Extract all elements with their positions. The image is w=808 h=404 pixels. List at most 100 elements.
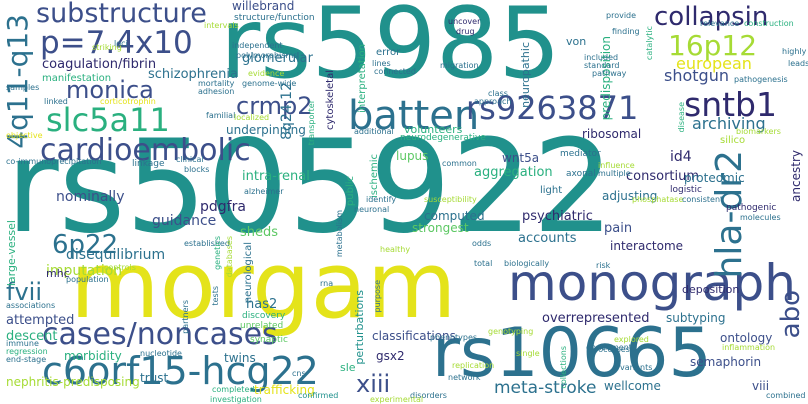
word: completed — [212, 385, 255, 394]
word: intra-renal — [242, 169, 310, 184]
word: immune — [6, 339, 39, 348]
word: aggregation — [474, 165, 553, 180]
word: predisposition — [599, 36, 613, 121]
word: c6orf15-hcg22 — [42, 349, 319, 393]
word: provide — [606, 11, 637, 20]
word: large-vessel — [5, 220, 18, 287]
word: interactome — [610, 239, 684, 253]
word: drug — [456, 27, 475, 36]
word: cases/noncases — [42, 317, 278, 352]
word: ontology — [720, 331, 773, 345]
word: crmp2 — [236, 92, 313, 120]
word: adjusting — [602, 189, 658, 203]
word: descent — [6, 329, 58, 344]
word: proteomic — [684, 171, 745, 185]
word: construction — [744, 19, 794, 28]
word: logistic — [670, 185, 702, 195]
word: connected — [374, 67, 416, 76]
word: trafficking — [254, 383, 315, 397]
word: co-immunoprecipitation — [6, 157, 102, 166]
word: common — [442, 159, 477, 168]
word: explored — [614, 335, 649, 344]
word: viii — [752, 379, 770, 393]
word: tests — [211, 286, 220, 306]
word: total — [474, 259, 493, 268]
word: genetics — [213, 236, 222, 270]
word: class — [488, 89, 508, 98]
word: mortality — [198, 79, 235, 88]
word: deposition — [682, 283, 740, 296]
word: approach — [474, 97, 512, 106]
word: linked — [44, 97, 68, 106]
word: identify — [366, 195, 397, 204]
word: interpretation — [357, 44, 368, 113]
word: manifestation — [42, 73, 112, 84]
word: population — [66, 275, 109, 284]
word: von — [566, 35, 587, 48]
word: controls — [104, 263, 136, 272]
word: guidance — [152, 213, 217, 229]
word: coagulation/fibrin — [42, 57, 157, 72]
word: public — [345, 176, 356, 207]
word: nucleotide — [140, 349, 182, 358]
word: schizophrenia — [148, 67, 238, 82]
word: cytoskeletal — [325, 70, 336, 131]
word: semaphorin — [690, 355, 762, 369]
word: intervals — [204, 21, 239, 30]
word: influence — [598, 161, 635, 170]
word: wellcome — [604, 379, 661, 393]
word: rs505922 — [6, 113, 614, 262]
word: rna — [320, 279, 334, 288]
word: evidence — [248, 69, 285, 78]
word: localized — [234, 113, 270, 122]
word: lupus — [396, 149, 429, 163]
word: substructure — [36, 0, 207, 29]
word: neurological — [243, 242, 254, 304]
word: end-stage — [6, 355, 47, 364]
word: xiii — [356, 370, 391, 398]
word: 6p22 — [52, 230, 119, 260]
word: pdgfra — [200, 199, 246, 215]
word: polymorphisms — [236, 51, 298, 60]
word: structure/function — [234, 13, 315, 23]
word: silico — [720, 135, 746, 146]
word: sheds — [240, 225, 279, 240]
word: healthy — [380, 245, 411, 254]
word: catalytic — [645, 26, 654, 61]
word: axonal — [566, 169, 596, 179]
word: monograph — [508, 254, 796, 312]
word: samples — [6, 83, 40, 92]
word: genotyping — [488, 327, 534, 336]
word: underpinning — [226, 123, 306, 137]
word: ischemic — [369, 154, 380, 198]
word: metabolism — [335, 210, 344, 258]
word: volunteers — [404, 123, 463, 136]
word: pathway — [592, 69, 627, 78]
word: phenotypes — [430, 333, 478, 342]
word: neuropathic — [519, 42, 532, 108]
word: synaptic — [250, 335, 288, 345]
word: disease — [677, 102, 686, 133]
word: rs10665 — [432, 314, 712, 393]
word: overrepresented — [542, 311, 650, 326]
word: migration — [440, 61, 479, 70]
word: classifications — [372, 329, 456, 343]
word: collections — [559, 346, 568, 389]
word: cardioembolic — [40, 133, 251, 168]
word: multiple — [598, 169, 631, 178]
word: susceptibility — [424, 195, 477, 204]
word: loci — [114, 39, 128, 48]
word: pathogenic — [726, 203, 777, 213]
word: rs9263871 — [466, 89, 639, 127]
word: twins — [224, 351, 256, 365]
word: uncover — [448, 17, 481, 26]
word: imputation — [46, 263, 123, 279]
word: confirmed — [298, 391, 339, 400]
word: partners — [181, 300, 190, 334]
word: mhc — [46, 267, 70, 280]
word: pain — [604, 221, 633, 236]
word: standard — [584, 61, 620, 70]
word: european — [676, 54, 752, 73]
word: associations — [6, 301, 56, 310]
